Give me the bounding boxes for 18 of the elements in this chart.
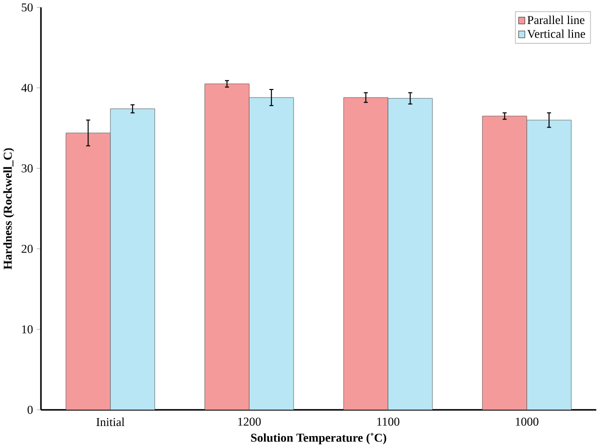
x-tick-label: 1200: [238, 418, 261, 426]
y-tick-label: 0: [28, 406, 33, 414]
bar: [482, 116, 528, 410]
x-tick-label: Initial: [96, 418, 124, 426]
legend-label: Vertical line: [527, 30, 586, 38]
bar: [204, 84, 250, 410]
bar: [66, 132, 111, 410]
x-tick-label: 1000: [516, 418, 538, 426]
x-axis-title: Solution Temperature (˚C): [251, 433, 386, 444]
y-tick-label: 20: [22, 244, 33, 254]
y-tick-label: 50: [22, 4, 33, 12]
bar: [343, 98, 388, 410]
y-tick-label: 30: [22, 164, 33, 173]
y-axis-title: Hardness (Rockwell_C): [3, 148, 14, 270]
y-tick-label: 40: [21, 84, 33, 92]
y-tick-label: 10: [22, 325, 33, 334]
legend-label: Parallel line: [527, 16, 584, 24]
x-tick-label: 1100: [377, 418, 400, 426]
